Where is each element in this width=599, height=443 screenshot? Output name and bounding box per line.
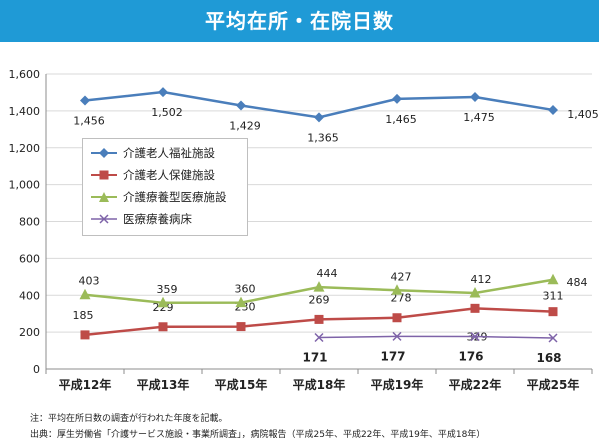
data-point-square [314, 314, 324, 324]
y-tick-label: 600 [19, 252, 40, 265]
y-tick-label: 1,000 [9, 179, 41, 192]
data-point-diamond [314, 112, 324, 123]
legend-marker-square-icon [91, 170, 117, 180]
data-point-x [314, 332, 324, 343]
data-label: 403 [79, 275, 100, 288]
data-label: 359 [157, 283, 178, 296]
data-point-triangle [79, 288, 91, 300]
data-label: 427 [391, 270, 412, 283]
source-note: 出典：厚生労働省「介護サービス施設・事業所調査」，病院報告（平成25年、平成22… [30, 430, 486, 440]
y-tick-label: 200 [19, 326, 40, 339]
data-point-square [158, 322, 168, 332]
x-tick-label: 平成19年 [371, 377, 424, 392]
data-point-diamond [470, 92, 480, 103]
data-point-triangle [547, 273, 559, 285]
data-label: 412 [471, 273, 492, 286]
data-label: 1,465 [385, 113, 417, 126]
x-tick-label: 平成25年 [527, 377, 580, 392]
data-point-square [548, 307, 558, 317]
data-label: 1,365 [307, 131, 339, 144]
legend-label: 介護療養型医療施設 [123, 190, 227, 204]
x-tick-label: 平成15年 [215, 377, 268, 392]
data-label: 278 [391, 292, 412, 305]
legend-label: 医療療養病床 [123, 212, 192, 226]
data-point-x [548, 333, 558, 343]
legend-marker-diamond-icon [91, 148, 117, 158]
data-label: 1,456 [73, 115, 105, 128]
legend-item-hoken: 介護老人保健施設 [91, 165, 215, 185]
y-tick-label: 800 [19, 216, 40, 229]
x-tick-label: 平成22年 [449, 377, 502, 392]
data-label: 1,429 [229, 120, 261, 133]
data-point-triangle [313, 281, 325, 292]
data-point-triangle [469, 287, 481, 298]
data-label: 185 [73, 309, 94, 322]
title-bar [0, 0, 599, 42]
data-label: 171 [302, 350, 327, 364]
data-point-square [80, 330, 90, 340]
x-tick-label: 平成12年 [59, 377, 112, 392]
y-tick-label: 1,400 [9, 105, 41, 118]
data-point-diamond [392, 93, 402, 104]
data-point-square [470, 303, 480, 313]
legend-item-ryouyougata: 介護療養型医療施設 [91, 187, 227, 207]
data-point-triangle [157, 296, 169, 308]
data-point-square [392, 313, 402, 323]
legend-label: 介護老人保健施設 [123, 168, 215, 182]
y-tick-label: 1,200 [9, 142, 41, 155]
x-tick-label: 平成18年 [293, 377, 346, 392]
legend-marker-x-icon [91, 214, 117, 224]
data-label: 1,475 [463, 111, 495, 124]
data-label: 269 [309, 293, 330, 306]
data-label: 360 [235, 283, 256, 296]
series-line [318, 335, 554, 339]
data-point-diamond [80, 95, 90, 106]
data-point-diamond [158, 87, 168, 98]
data-point-diamond [548, 104, 558, 115]
data-label: 484 [567, 276, 588, 289]
chart-title: 平均在所・在院日数 [205, 9, 394, 33]
legend-item-fukushi: 介護老人福祉施設 [91, 143, 215, 163]
data-label: 311 [543, 290, 564, 303]
data-label: 444 [317, 267, 338, 280]
data-point-triangle [235, 296, 247, 308]
y-tick-label: 0 [33, 363, 40, 376]
data-point-x [392, 331, 402, 341]
y-tick-label: 1,600 [9, 68, 41, 81]
footnote: 注：平均在所日数の調査が行われた年度を記載。 [30, 414, 228, 424]
legend-marker-triangle-icon [91, 192, 117, 202]
data-point-x [470, 332, 480, 342]
data-label: 1,405 [567, 108, 599, 121]
data-point-diamond [236, 100, 246, 111]
x-tick-label: 平成13年 [137, 377, 190, 392]
y-tick-label: 400 [19, 289, 40, 302]
legend: 介護老人福祉施設 介護老人保健施設 介護療養型医療施設 医療療養病床 [82, 138, 248, 236]
legend-item-byousho: 医療療養病床 [91, 209, 192, 229]
data-label: 176 [458, 350, 483, 364]
data-point-triangle [391, 284, 403, 295]
data-label: 168 [536, 351, 561, 365]
data-point-square [236, 322, 246, 332]
legend-label: 介護老人福祉施設 [123, 146, 215, 160]
data-label: 177 [380, 349, 405, 363]
data-label: 1,502 [151, 106, 183, 119]
